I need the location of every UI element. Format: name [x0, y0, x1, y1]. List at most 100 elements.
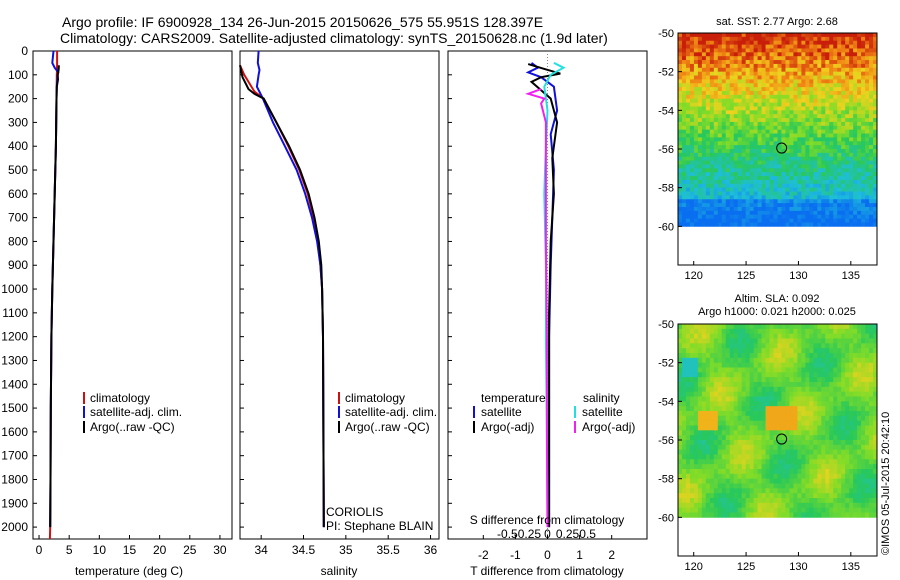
heatmap-cell [825, 415, 830, 422]
heatmap-cell [781, 114, 786, 119]
heatmap-cell [853, 71, 858, 76]
heatmap-cell [857, 102, 862, 107]
heatmap-cell [741, 362, 747, 368]
heatmap-cell [841, 168, 846, 173]
heatmap-cell [685, 343, 691, 349]
heatmap-cell [721, 106, 727, 111]
heatmap-cell [678, 464, 683, 470]
heatmap-cell [873, 40, 878, 45]
heatmap-cell [689, 145, 695, 150]
heatmap-cell [693, 125, 699, 131]
heatmap-cell [693, 214, 699, 219]
heatmap-cell [737, 353, 743, 359]
heatmap-cell [813, 391, 818, 397]
heatmap-cell [685, 362, 691, 368]
heatmap-cell [837, 367, 842, 373]
heatmap-cell [797, 459, 802, 465]
heatmap-cell [801, 454, 806, 460]
heatmap-cell [733, 160, 739, 165]
heatmap-cell [757, 488, 762, 494]
heatmap-cell [777, 430, 782, 436]
heatmap-cell [749, 67, 755, 73]
heatmap-cell [785, 145, 790, 150]
heatmap-cell [678, 168, 683, 173]
heatmap-cell [749, 60, 755, 65]
heatmap-cell [833, 357, 838, 364]
heatmap-cell [801, 183, 806, 189]
heatmap-cell [705, 207, 711, 212]
heatmap-cell [753, 141, 758, 146]
heatmap-cell [681, 83, 687, 88]
heatmap-cell [761, 406, 766, 412]
heatmap-cell [761, 149, 766, 154]
heatmap-cell [721, 56, 727, 61]
depth-tick-label: 1000 [1, 282, 28, 296]
heatmap-cell [817, 391, 822, 397]
heatmap-cell [853, 401, 858, 407]
heatmap-cell [777, 498, 782, 504]
heatmap-cell [785, 502, 790, 509]
heatmap-cell [865, 357, 870, 364]
heatmap-cell [745, 110, 751, 115]
heatmap-cell [825, 328, 830, 335]
heatmap-cell [765, 372, 770, 378]
heatmap-cell [757, 391, 762, 397]
heatmap-cell [769, 391, 774, 397]
heatmap-cell [697, 63, 703, 69]
heatmap-cell [813, 133, 818, 138]
heatmap-cell [685, 172, 691, 177]
heatmap-cell [809, 179, 814, 185]
heatmap-cell [697, 145, 703, 150]
heatmap-cell [733, 391, 739, 397]
heatmap-cell [701, 203, 707, 208]
heatmap-cell [713, 454, 719, 460]
heatmap-cell [853, 52, 858, 57]
heatmap-cell [833, 502, 838, 509]
heatmap-cell [781, 396, 786, 402]
heatmap-cell [797, 507, 802, 513]
heatmap-cell [817, 176, 822, 181]
heatmap-cell [757, 210, 762, 216]
heatmap-cell [773, 348, 778, 354]
heatmap-cell [781, 91, 786, 96]
heatmap-cell [749, 214, 755, 219]
heatmap-cell [829, 94, 834, 100]
heatmap-cell [833, 40, 838, 45]
heatmap-cell [693, 121, 699, 127]
heatmap-cell [845, 459, 850, 465]
heatmap-cell [761, 71, 766, 76]
heatmap-cell [781, 207, 786, 212]
heatmap-cell [873, 141, 878, 146]
heatmap-cell [729, 464, 735, 470]
heatmap-cell [809, 203, 814, 208]
heatmap-cell [697, 420, 703, 426]
heatmap-cell [693, 94, 699, 100]
heatmap-cell [678, 420, 683, 426]
heatmap-cell [701, 83, 707, 88]
heatmap-cell [769, 507, 774, 513]
heatmap-cell [681, 71, 687, 76]
heatmap-cell [737, 110, 743, 115]
heatmap-cell [789, 207, 794, 212]
heatmap-cell [801, 149, 806, 154]
heatmap-cell [845, 199, 850, 204]
heatmap-cell [865, 141, 870, 146]
heatmap-cell [729, 333, 735, 339]
heatmap-cell [761, 386, 766, 393]
heatmap-cell [693, 498, 699, 504]
heatmap-cell [777, 214, 782, 219]
heatmap-cell [793, 430, 798, 436]
heatmap-cell [729, 149, 735, 154]
heatmap-cell [741, 391, 747, 397]
heatmap-cell [729, 478, 735, 484]
heatmap-cell [785, 459, 790, 465]
heatmap-cell [789, 483, 794, 489]
heatmap-cell [833, 449, 838, 455]
heatmap-cell [813, 493, 818, 499]
heatmap-cell [729, 406, 735, 412]
heatmap-cell [865, 87, 870, 92]
heatmap-cell [769, 430, 774, 436]
heatmap-cell [781, 382, 786, 388]
heatmap-cell [821, 195, 826, 200]
heatmap-cell [857, 483, 862, 489]
